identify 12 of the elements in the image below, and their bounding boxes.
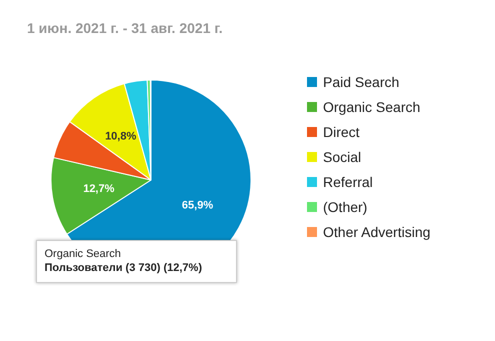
text: Organic Search Пользователи (3 730) (12,7%) bbox=[44, 248, 202, 274]
legend-label: Social bbox=[323, 149, 362, 165]
legend-label: Organic Search bbox=[323, 99, 420, 115]
data-label: 65,9% bbox=[182, 199, 214, 212]
chart-title: 1 июн. 2021 г. - 31 авг. 2021 г. bbox=[27, 20, 223, 36]
legend-label: Referral bbox=[323, 174, 373, 190]
legend-label: Other Advertising bbox=[323, 224, 430, 240]
legend-label: Paid Search bbox=[323, 74, 400, 90]
data-label: 10,8% bbox=[105, 130, 136, 143]
legend-label: Direct bbox=[323, 124, 360, 140]
data-label: 12,7% bbox=[83, 183, 115, 196]
legend-label: (Other) bbox=[323, 199, 368, 215]
